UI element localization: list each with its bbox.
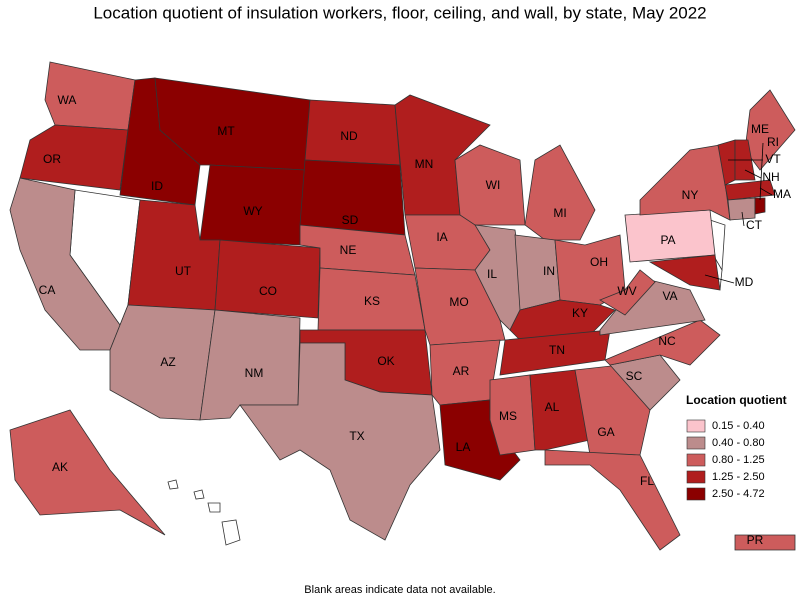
state-label: FL [640,474,654,488]
state-label: PA [660,233,675,247]
legend-label: 0.80 - 1.25 [712,454,765,466]
state-label: MI [553,206,566,220]
state-label: SD [342,213,359,227]
state-label: NE [340,243,357,257]
no-data-areas [69,189,726,546]
state-shape [727,197,756,221]
state-label: PR [747,533,764,547]
state-shape [754,197,766,215]
state-label: MT [217,124,235,138]
leader-line [741,211,745,227]
state-label: IL [487,267,497,281]
state-label: MN [415,157,434,171]
state-label: RI [767,135,779,149]
state-label: NY [682,188,699,202]
island [221,519,241,546]
legend-swatch [686,419,706,433]
state-label: AZ [160,355,175,369]
state-label: KS [364,294,380,308]
state-label: GA [597,425,614,439]
state-label: TX [349,429,364,443]
state-label: NM [245,366,264,380]
state-label: CO [259,284,277,298]
map-title: Location quotient of insulation workers,… [93,3,706,22]
legend-swatch [686,453,706,467]
state-shape [9,177,121,351]
state-label: IN [543,264,555,278]
state-label: OH [590,255,608,269]
legend-swatch [686,470,706,484]
state-label: WI [486,178,501,192]
legend-label: 2.50 - 4.72 [712,488,765,500]
legend-label: 0.15 - 0.40 [712,420,765,432]
state-label: NC [658,334,676,348]
state-shape [199,309,301,421]
state-label: VT [765,152,781,166]
legend-title: Location quotient [686,393,787,407]
state-label: MO [449,295,468,309]
states [9,61,796,551]
state-label: UT [175,264,192,278]
legend-label: 0.40 - 0.80 [712,437,765,449]
state-label: AL [545,400,560,414]
leader-line [744,169,762,179]
leader-line [704,274,735,284]
state-label: ND [340,129,358,143]
state-label: ME [751,122,769,136]
state-shape [599,269,656,316]
state-label: TN [549,343,565,357]
state-label: NH [762,170,779,184]
state-label: WV [617,284,636,298]
state-label: MS [499,409,517,423]
state-shape [544,449,681,551]
state-label: IA [436,230,447,244]
state-label: LA [456,440,471,454]
state-label: AK [52,460,68,474]
state-label: CA [39,283,56,297]
island [167,479,179,490]
state-shape [648,254,721,291]
state-label: OR [43,152,61,166]
leader-line [759,187,773,196]
state-label: OK [377,354,394,368]
state-label: WY [243,204,262,218]
state-shape [9,409,166,536]
state-shape [489,374,536,456]
state-label: VA [662,289,677,303]
legend-swatch [686,487,706,501]
state-shape [639,144,731,221]
state-label: SC [626,369,643,383]
state-shape [724,179,776,201]
state-shape [239,342,441,541]
island [207,502,221,513]
legend-swatch [686,436,706,450]
state-label: MA [773,187,791,201]
state-shape [214,239,321,319]
island [193,489,205,500]
labels: WA OR CA ID MT WY UT CO AZ NM ND SD NE KS OK TX MN IA MO AR… [39,93,791,547]
state-shape [509,299,616,341]
state-label: WA [58,93,77,107]
state-label: KY [572,306,588,320]
state-label: AR [453,364,470,378]
legend-label: 1.25 - 2.50 [712,471,765,483]
state-label: CT [746,218,763,232]
state-label: MD [735,275,754,289]
state-shape [734,534,796,551]
state-label: ID [151,179,163,193]
state-shape [524,144,596,241]
legend: Location quotient 0.15 - 0.40 0.40 - 0.80… [686,393,787,501]
leader-line [759,142,764,201]
footnote: Blank areas indicate data not available. [304,584,495,596]
state-shape [529,369,591,451]
state-shape [19,124,129,191]
